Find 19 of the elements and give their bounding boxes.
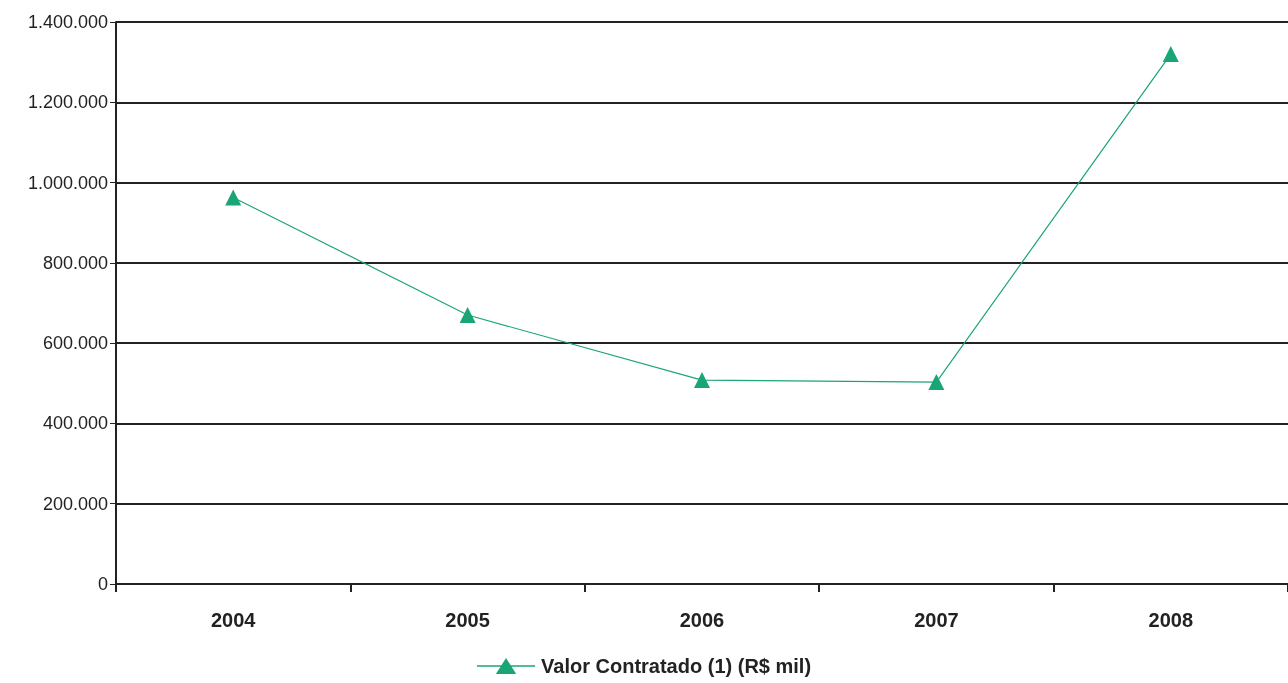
y-tick-label: 0: [97, 574, 108, 594]
y-tick-label: 1.400.000: [27, 12, 108, 32]
point: [459, 307, 476, 324]
x-tick-label: 2006: [679, 609, 725, 631]
x-tick-label: 2007: [914, 609, 959, 631]
point: [928, 374, 945, 391]
y-tick-label: 600.000: [42, 333, 108, 354]
y-tick-label: 200.000: [42, 493, 108, 514]
point: [225, 189, 242, 206]
y-tick-label: 1.000.000: [27, 172, 108, 193]
x-tick-label: 2005: [445, 609, 490, 631]
x-tick-label: 2008: [1148, 609, 1194, 631]
y-tick-label: 400.000: [42, 413, 108, 434]
x-tick-label: 2004: [210, 609, 257, 631]
legend-label: Valor Contratado (1) (R$ mil): [541, 655, 812, 677]
point: [1162, 46, 1179, 63]
point: [694, 372, 710, 389]
y-tick-label: 800.000: [42, 252, 108, 273]
y-tick-label: 1.200.000: [27, 92, 108, 113]
